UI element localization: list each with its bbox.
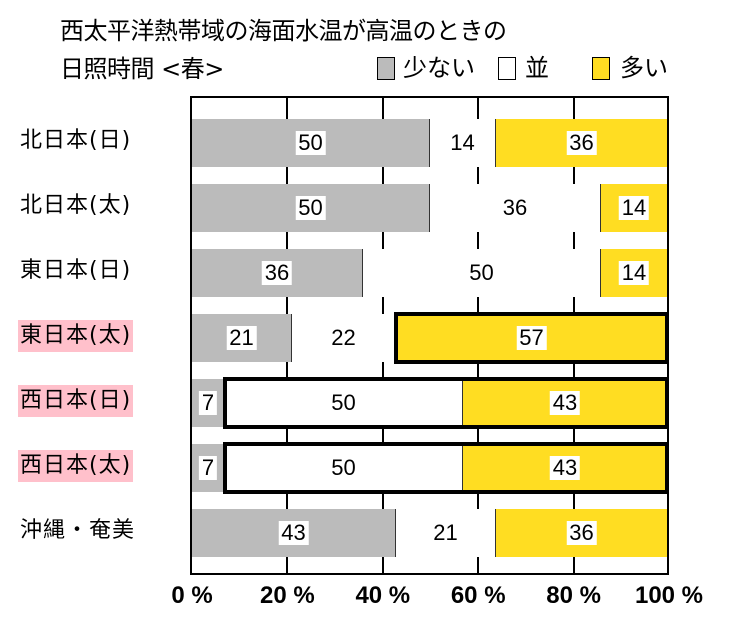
- bar-value-label: 14: [618, 196, 650, 220]
- bar-row: 7 50 43: [192, 379, 667, 427]
- bar-segment-few: 36: [192, 249, 363, 297]
- bar-value-label: 36: [566, 521, 597, 545]
- bar-segment-many: 36: [496, 119, 667, 167]
- legend-label-many: 多い: [620, 54, 668, 82]
- bar-value-label: 50: [331, 455, 356, 480]
- bar-segment-few: 21: [192, 314, 292, 362]
- legend-label-few: 少ない: [403, 54, 475, 82]
- bar-segment-few: 7: [192, 444, 225, 492]
- bar-row: 36 50 14: [192, 249, 667, 297]
- bar-segment-normal: 14: [430, 119, 496, 167]
- bar-value-label: 21: [433, 520, 458, 545]
- bar-segment-normal: 50: [225, 444, 463, 492]
- bar-segment-many: 57: [396, 314, 667, 362]
- category-label: 北日本(日): [20, 128, 132, 153]
- chart-title-line-2: 日照時間 <春>: [60, 55, 224, 83]
- bar-value-label: 43: [278, 521, 309, 545]
- legend-swatch-many: [592, 57, 610, 80]
- bar-value-label: 7: [198, 391, 218, 415]
- bar-segment-many: 14: [601, 184, 667, 232]
- bar-row: 50 14 36: [192, 119, 667, 167]
- bar-value-label: 50: [331, 390, 356, 415]
- category-label: 西日本(日): [18, 385, 134, 417]
- bar-segment-few: 7: [192, 379, 225, 427]
- x-tick-label: 20 %: [260, 582, 315, 609]
- x-tick-label: 0 %: [171, 582, 213, 609]
- plot-area: 50 14 36 50 36 14 36 50 14 21 22 57 7 50 43 7 50 43 43 21 36: [190, 96, 669, 575]
- x-tick-label: 80 %: [546, 582, 601, 609]
- bar-segment-normal: 22: [292, 314, 396, 362]
- bar-segment-few: 50: [192, 184, 430, 232]
- bar-row: 43 21 36: [192, 509, 667, 557]
- legend-label-normal: 並: [525, 54, 549, 82]
- legend-swatch-few: [377, 57, 395, 80]
- bar-value-label: 22: [331, 325, 356, 350]
- category-label: 東日本(日): [20, 258, 132, 283]
- bar-row: 21 22 57: [192, 314, 667, 362]
- bar-segment-many: 43: [463, 444, 667, 492]
- bar-value-label: 57: [516, 326, 547, 350]
- bar-segment-normal: 50: [225, 379, 463, 427]
- bar-value-label: 36: [502, 195, 528, 220]
- bar-value-label: 7: [198, 456, 218, 480]
- bar-segment-normal: 50: [363, 249, 601, 297]
- bar-value-label: 36: [566, 131, 597, 155]
- x-tick-label: 100 %: [634, 582, 704, 609]
- x-tick-label: 40 %: [355, 582, 411, 609]
- bar-row: 7 50 43: [192, 444, 667, 492]
- category-label: 西日本(太): [18, 450, 134, 482]
- bar-segment-normal: 36: [430, 184, 601, 232]
- chart-title-line-1: 西太平洋熱帯域の海面水温が高温のときの: [60, 17, 507, 45]
- bar-value-label: 50: [295, 131, 326, 155]
- bar-value-label: 50: [469, 260, 494, 285]
- bar-value-label: 36: [261, 261, 293, 285]
- category-label: 東日本(太): [18, 320, 134, 352]
- x-tick-label: 60 %: [450, 582, 506, 609]
- bar-segment-few: 50: [192, 119, 430, 167]
- bar-value-label: 21: [226, 326, 257, 350]
- bar-value-label: 14: [450, 130, 475, 155]
- bar-segment-normal: 21: [396, 509, 496, 557]
- bar-value-label: 43: [549, 456, 581, 480]
- legend-swatch-normal: [498, 57, 516, 80]
- bar-value-label: 43: [549, 391, 581, 415]
- bar-value-label: 50: [295, 196, 326, 220]
- bar-segment-many: 36: [496, 509, 667, 557]
- bar-segment-few: 43: [192, 509, 396, 557]
- category-label: 沖縄・奄美: [20, 518, 136, 543]
- bar-segment-many: 14: [601, 249, 667, 297]
- bar-value-label: 14: [618, 261, 650, 285]
- bar-segment-many: 43: [463, 379, 667, 427]
- bar-row: 50 36 14: [192, 184, 667, 232]
- category-label: 北日本(太): [20, 193, 132, 218]
